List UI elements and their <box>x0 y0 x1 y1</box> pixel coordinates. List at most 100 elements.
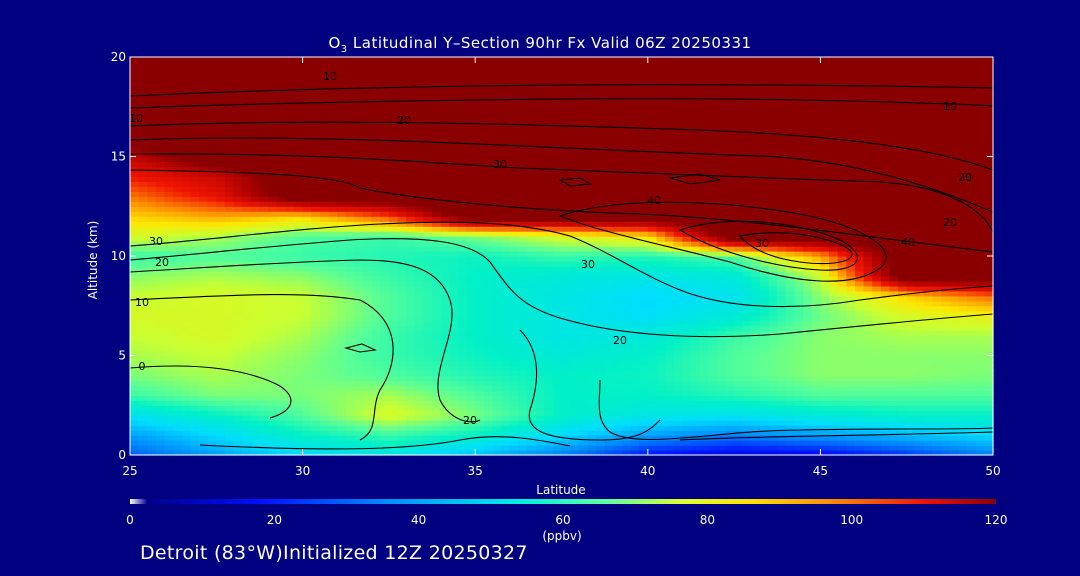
heat-cell <box>751 325 761 332</box>
heat-cell <box>268 211 278 217</box>
heat-cell <box>345 335 355 342</box>
heat-cell <box>699 236 709 242</box>
heat-cell <box>794 340 804 347</box>
heat-cell <box>276 305 286 312</box>
heat-cell <box>699 241 709 247</box>
heat-cell <box>561 450 571 456</box>
heat-cell <box>682 270 692 277</box>
heat-cell <box>751 280 761 287</box>
heat-cell <box>276 355 286 362</box>
heat-cell <box>785 236 796 242</box>
heat-cell <box>199 221 209 227</box>
heat-cell <box>526 260 537 267</box>
heat-cell <box>337 211 347 217</box>
heat-cell <box>561 375 571 381</box>
heat-cell <box>846 251 856 257</box>
heat-cell <box>578 445 588 451</box>
heat-cell <box>716 305 727 312</box>
heat-cell <box>932 251 942 257</box>
heat-cell <box>311 260 321 267</box>
heat-cell <box>449 405 459 411</box>
heat-cell <box>699 330 709 337</box>
heat-cell <box>259 251 269 257</box>
heat-cell <box>682 350 692 357</box>
heat-cell <box>466 265 476 272</box>
heat-cell <box>794 290 804 297</box>
heat-cell <box>138 221 148 227</box>
heat-cell <box>406 310 416 317</box>
heat-cell <box>242 445 252 451</box>
heat-cell <box>337 410 347 416</box>
heat-cell <box>388 375 399 381</box>
heat-cell <box>630 400 640 406</box>
heat-cell <box>647 445 658 451</box>
heat-cell <box>492 236 502 242</box>
heat-cell <box>932 410 942 416</box>
heat-cell <box>406 265 416 272</box>
heat-cell <box>578 355 588 362</box>
heat-cell <box>596 280 606 287</box>
heat-cell <box>656 231 666 237</box>
heat-cell <box>509 246 519 252</box>
heat-cell <box>501 450 511 456</box>
heat-cell <box>423 350 433 357</box>
heat-cell <box>587 410 597 416</box>
heat-cell <box>561 405 571 411</box>
heat-cell <box>449 400 459 406</box>
heat-cell <box>621 335 632 342</box>
heat-cell <box>854 345 865 352</box>
heat-cell <box>665 300 675 307</box>
heat-cell <box>932 360 942 367</box>
heat-cell <box>233 335 243 342</box>
heat-cell <box>250 365 261 372</box>
heat-cell <box>716 310 727 317</box>
heat-cell <box>164 430 174 436</box>
heat-cell <box>242 241 252 247</box>
heat-cell <box>846 395 856 401</box>
heat-cell <box>768 370 778 376</box>
heat-cell <box>734 415 744 421</box>
heat-cell <box>242 206 252 212</box>
heat-cell <box>967 211 977 217</box>
heat-cell <box>449 231 459 237</box>
heat-cell <box>923 270 934 277</box>
heat-cell <box>138 265 148 272</box>
heat-cell <box>449 420 459 426</box>
heat-cell <box>250 256 261 262</box>
heat-cell <box>785 280 796 287</box>
heat-cell <box>923 315 934 322</box>
heat-cell <box>872 241 882 247</box>
heat-cell <box>345 390 355 396</box>
heat-cell <box>302 315 312 322</box>
heat-cell <box>803 221 813 227</box>
heat-cell <box>975 375 985 381</box>
heat-cell <box>829 221 839 227</box>
heat-cell <box>837 305 847 312</box>
heat-cell <box>906 440 916 446</box>
heat-cell <box>483 310 494 317</box>
heat-cell <box>207 350 217 357</box>
heat-cell <box>725 350 735 357</box>
heat-cell <box>242 285 252 292</box>
heat-cell <box>820 241 830 247</box>
heat-cell <box>742 355 752 362</box>
heat-cell <box>975 211 985 217</box>
heat-cell <box>285 305 295 312</box>
heat-cell <box>354 280 364 287</box>
heat-cell <box>181 290 192 297</box>
heat-cell <box>872 375 882 381</box>
heat-cell <box>380 315 390 322</box>
heat-cell <box>147 435 157 441</box>
heat-cell <box>967 280 977 287</box>
heat-cell <box>725 320 735 327</box>
heat-cell <box>682 251 692 257</box>
heat-cell <box>958 310 968 317</box>
heat-cell <box>363 400 373 406</box>
heat-cell <box>794 380 804 386</box>
heat-cell <box>708 435 718 441</box>
heat-cell <box>811 435 821 441</box>
heat-cell <box>380 410 390 416</box>
heat-cell <box>130 310 140 317</box>
heat-cell <box>423 395 433 401</box>
heat-cell <box>596 445 606 451</box>
